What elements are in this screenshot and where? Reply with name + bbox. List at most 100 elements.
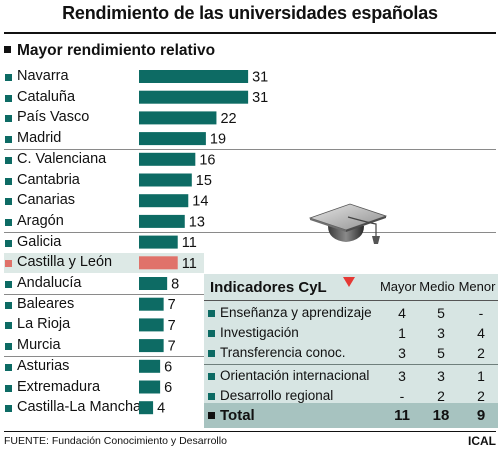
indicator-value-menor: 4 xyxy=(477,325,485,341)
indicator-name: Investigación xyxy=(220,325,299,340)
region-row: Extremadura xyxy=(4,378,204,398)
bar-value-label: 8 xyxy=(171,277,179,293)
region-marker xyxy=(5,260,12,268)
bar-value-label: 19 xyxy=(210,132,226,148)
bar-value-label: 11 xyxy=(182,256,197,272)
indicator-value-mayor: 1 xyxy=(398,325,406,341)
region-name: Cantabria xyxy=(17,171,80,188)
region-marker xyxy=(5,363,12,371)
bar-value-label: 11 xyxy=(182,235,197,251)
region-name: Andalucía xyxy=(17,275,82,291)
bar xyxy=(139,214,185,228)
region-name: Madrid xyxy=(17,130,62,147)
region-name: Castilla-La Mancha xyxy=(17,399,142,416)
indicator-value-mayor: 3 xyxy=(398,345,406,361)
indicator-value-medio: 2 xyxy=(437,388,445,404)
indicator-value-mayor: - xyxy=(399,388,405,404)
region-marker xyxy=(5,343,12,351)
region-marker xyxy=(5,198,12,206)
group-divider xyxy=(4,148,496,150)
bar xyxy=(139,380,161,394)
region-row: País Vasco xyxy=(4,108,204,128)
column-header-mayor: Mayor xyxy=(379,279,417,294)
indicator-marker xyxy=(208,350,215,357)
footer-rule xyxy=(4,431,496,432)
bar xyxy=(139,339,164,353)
title-rule xyxy=(4,32,496,34)
total-row: Total 11 18 9 xyxy=(204,403,498,428)
region-name: Murcia xyxy=(17,337,61,354)
chart-title: Rendimiento de las universidades español… xyxy=(62,3,438,23)
indicator-name: Desarrollo regional xyxy=(220,388,334,403)
region-marker xyxy=(5,301,12,309)
region-marker xyxy=(5,384,12,392)
bar xyxy=(139,111,217,125)
bar xyxy=(139,194,189,208)
indicator-marker xyxy=(208,393,215,400)
indicator-row: Enseñanza y aprendizaje 4 5 - xyxy=(204,303,498,323)
bar-value-label: 15 xyxy=(196,173,212,189)
indicator-value-medio: 5 xyxy=(437,305,445,321)
region-row: Galicia xyxy=(4,233,204,253)
bar-value-label: 7 xyxy=(168,297,176,313)
region-name: Aragón xyxy=(17,212,64,229)
bar xyxy=(139,90,249,104)
region-row: Navarra xyxy=(4,67,204,87)
indicator-marker xyxy=(208,310,215,317)
group-divider xyxy=(4,355,204,357)
region-name: C. Valenciana xyxy=(17,150,107,167)
bar-value-label: 6 xyxy=(164,359,172,375)
indicator-group-rule xyxy=(204,364,498,365)
region-row: Cataluña xyxy=(4,88,204,108)
total-value-mayor: 11 xyxy=(394,407,410,424)
region-name: Baleares xyxy=(17,295,75,312)
region-name: Canarias xyxy=(17,192,76,209)
region-name: Galicia xyxy=(17,233,62,250)
bar-value-label: 13 xyxy=(189,214,205,230)
bar-value-label: 7 xyxy=(168,318,176,334)
indicator-value-mayor: 4 xyxy=(398,305,406,321)
region-marker xyxy=(5,74,12,81)
region-row: Aragón xyxy=(4,212,204,232)
indicator-name: Orientación internacional xyxy=(220,368,370,383)
group-divider xyxy=(4,293,204,295)
region-name: Navarra xyxy=(17,68,69,84)
indicators-title: Indicadores CyL xyxy=(210,279,327,296)
region-marker xyxy=(5,136,12,144)
credit-label: ICAL xyxy=(468,434,496,448)
region-name: La Rioja xyxy=(17,316,71,333)
region-marker xyxy=(5,218,12,226)
region-name: Cataluña xyxy=(17,88,76,105)
indicator-name: Transferencia conoc. xyxy=(220,345,346,360)
indicator-value-menor: 2 xyxy=(477,388,485,404)
total-value-medio: 18 xyxy=(432,407,450,424)
indicator-row: Desarrollo regional - 2 2 xyxy=(204,386,498,406)
indicator-marker xyxy=(208,373,215,380)
section-square-icon xyxy=(4,46,11,53)
bar-value-label: 16 xyxy=(199,152,215,168)
total-marker xyxy=(208,412,215,419)
bar-value-label: 4 xyxy=(157,401,165,417)
indicator-value-menor: 1 xyxy=(477,368,485,384)
indicator-value-mayor: 3 xyxy=(398,368,406,384)
panel-header-rule xyxy=(204,300,498,301)
region-name: Extremadura xyxy=(17,378,101,395)
region-row: Andalucía xyxy=(4,274,204,294)
source-note: FUENTE: Fundación Conocimiento y Desarro… xyxy=(4,435,227,447)
group-divider xyxy=(4,231,496,233)
bar xyxy=(139,359,161,373)
region-marker xyxy=(5,156,12,164)
region-row: Baleares xyxy=(4,295,204,315)
bar xyxy=(139,256,178,270)
region-row: La Rioja xyxy=(4,315,204,335)
indicator-value-medio: 3 xyxy=(437,368,445,384)
down-arrow-icon xyxy=(343,277,355,287)
bar-value-label: 14 xyxy=(192,194,208,210)
bar xyxy=(139,297,164,311)
column-header-menor: Menor xyxy=(458,279,496,294)
region-marker xyxy=(5,281,12,288)
indicator-row: Orientación internacional 3 3 1 xyxy=(204,366,498,386)
bar-value-label: 22 xyxy=(220,111,236,127)
region-row: Madrid xyxy=(4,129,204,149)
